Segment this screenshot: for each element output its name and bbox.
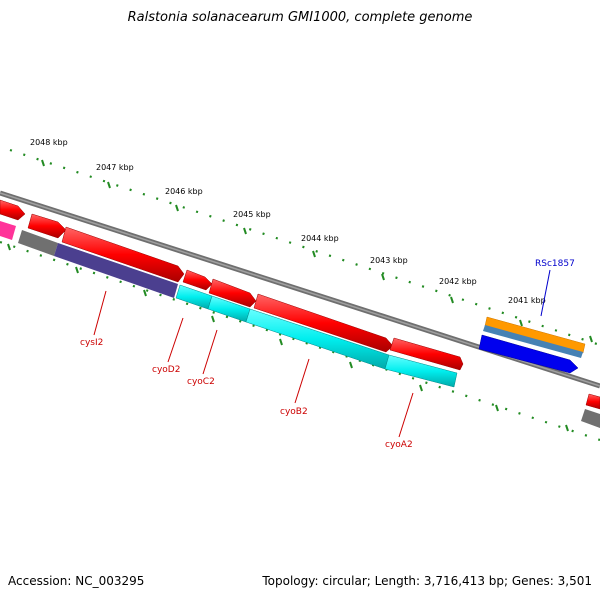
gene-feature-cyoA2[interactable] [384, 354, 458, 388]
cds-feature[interactable] [27, 213, 67, 239]
gene-feature-cysI2[interactable] [54, 243, 178, 298]
gene-label-cysI2: cysI2 [80, 338, 103, 348]
gene-label-RSc1857: RSc1857 [535, 259, 575, 269]
gene-label-cyoA2: cyoA2 [385, 440, 413, 450]
cds-feature[interactable] [61, 226, 185, 283]
misc-feature-steelblue[interactable] [483, 325, 583, 358]
gene-feature-pink[interactable] [0, 221, 16, 240]
gene-label-cyoD2: cyoD2 [152, 365, 180, 375]
ruler-label: 2048 kbp [30, 138, 68, 147]
cds-feature[interactable] [389, 337, 464, 371]
cds-feature[interactable] [253, 293, 394, 353]
ruler-label: 2045 kbp [233, 210, 271, 219]
forward-cds-track [0, 199, 600, 410]
ruler-label: 2046 kbp [165, 187, 203, 196]
gene-cyan-track [175, 284, 458, 388]
ruler-label: 2041 kbp [508, 296, 546, 305]
gene-label-cyoB2: cyoB2 [280, 407, 308, 417]
cds-feature[interactable] [0, 199, 26, 221]
ruler-label: 2044 kbp [301, 234, 339, 243]
cds-feature[interactable] [182, 269, 213, 291]
gene-feature-gray-right[interactable] [581, 409, 600, 428]
ruler-label: 2042 kbp [439, 277, 477, 286]
gene-feature-gray[interactable] [18, 230, 58, 256]
cds-feature[interactable] [585, 393, 600, 410]
ruler-label: 2047 kbp [96, 163, 134, 172]
ruler-label: 2043 kbp [370, 256, 408, 265]
misc-feature-orange[interactable] [484, 316, 586, 354]
gene-label-cyoC2: cyoC2 [187, 377, 215, 387]
genome-summary-text: Topology: circular; Length: 3,716,413 bp… [262, 574, 592, 588]
cds-feature-RSc1857[interactable] [478, 334, 579, 374]
cds-feature[interactable] [208, 278, 257, 308]
ruler-major-ticks [7, 159, 593, 432]
map-title: Ralstonia solanacearum GMI1000, complete… [127, 10, 473, 25]
accession-text: Accession: NC_003295 [8, 574, 145, 588]
